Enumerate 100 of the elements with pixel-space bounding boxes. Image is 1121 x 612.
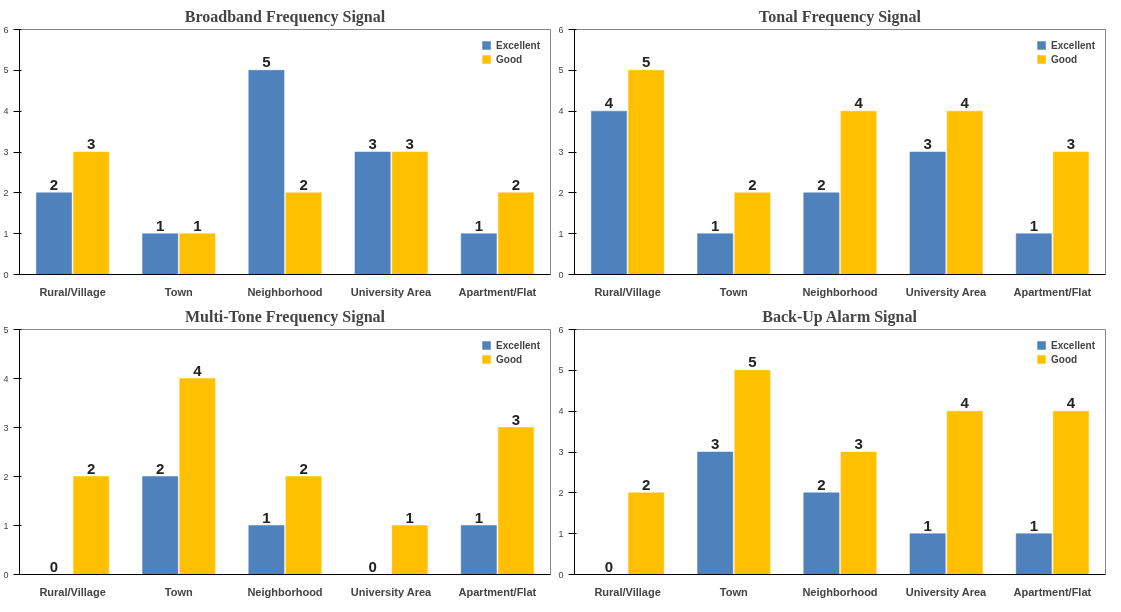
x-tick-label: Town (719, 285, 749, 298)
data-label: 1 (405, 508, 414, 526)
data-label: 2 (156, 459, 165, 477)
data-label: 1 (1029, 516, 1038, 534)
y-tick-label: 1 (558, 528, 564, 539)
bar (142, 476, 179, 575)
bar (460, 233, 497, 275)
y-tick-label: 4 (558, 406, 564, 417)
bar (1053, 410, 1089, 575)
bar (498, 192, 534, 275)
bar (36, 192, 72, 275)
y-tick-label: 2 (3, 471, 9, 482)
x-tick-label: Rural/Village (39, 585, 106, 598)
bar (285, 192, 322, 275)
y-tick-label: 3 (558, 147, 564, 157)
bar (734, 370, 771, 575)
data-label: 4 (960, 94, 970, 112)
bar (628, 70, 665, 275)
bar (248, 525, 285, 575)
legend-label: Excellent (1051, 39, 1095, 51)
bar (1015, 233, 1052, 275)
bar (498, 427, 534, 575)
bar (179, 378, 216, 575)
y-tick-label: 0 (558, 269, 564, 280)
bar (591, 110, 627, 275)
chart-title: Broadband Frequency Signal (184, 7, 386, 26)
data-label: 4 (1066, 394, 1076, 412)
x-tick-label: Apartment/Flat (1013, 585, 1092, 598)
data-label: 1 (923, 516, 932, 534)
legend-label: Good (1051, 53, 1078, 65)
bar (1053, 151, 1089, 275)
bar (354, 151, 391, 275)
y-tick-label: 0 (558, 569, 564, 580)
y-tick-label: 2 (558, 487, 564, 498)
y-tick-label: 5 (558, 365, 564, 376)
data-label: 4 (854, 94, 864, 112)
bar (946, 410, 983, 575)
data-label: 3 (854, 435, 863, 452)
data-label: 1 (156, 216, 165, 234)
x-tick-label: Neighborhood (802, 585, 878, 598)
y-tick-label: 0 (3, 569, 9, 580)
legend-label: Excellent (496, 39, 540, 51)
data-label: 1 (262, 508, 271, 526)
bar (909, 533, 946, 575)
bar (179, 233, 216, 275)
data-label: 2 (299, 459, 308, 477)
data-label: 2 (87, 459, 96, 477)
x-tick-label: Rural/Village (594, 285, 661, 298)
y-tick-label: 1 (3, 228, 9, 239)
bar (946, 110, 983, 275)
x-tick-label: Neighborhood (247, 285, 323, 298)
bar (460, 525, 497, 575)
bar (73, 151, 110, 275)
data-label: 0 (368, 557, 377, 575)
x-tick-label: University Area (350, 285, 433, 298)
x-tick-label: University Area (905, 585, 988, 598)
data-label: 4 (193, 361, 203, 379)
bar (248, 70, 285, 275)
x-tick-label: Apartment/Flat (1013, 285, 1092, 298)
data-label: 1 (474, 508, 483, 526)
legend-label: Excellent (1051, 339, 1095, 351)
bar (628, 492, 665, 575)
chart-title: Back-Up Alarm Signal (762, 307, 918, 326)
x-tick-label: Apartment/Flat (458, 285, 537, 298)
data-label: 2 (748, 175, 757, 193)
data-label: 2 (299, 175, 308, 193)
y-tick-label: 1 (558, 228, 564, 239)
y-tick-label: 5 (3, 65, 9, 76)
y-tick-label: 5 (3, 324, 9, 335)
x-tick-label: University Area (905, 285, 988, 298)
data-label: 3 (1066, 135, 1076, 152)
data-label: 2 (511, 175, 521, 193)
x-tick-label: Neighborhood (247, 585, 323, 598)
bar (73, 476, 110, 575)
bar (803, 492, 840, 575)
data-label: 5 (748, 353, 757, 371)
bar (391, 525, 428, 575)
data-label: 2 (642, 475, 651, 493)
bar (734, 192, 771, 275)
bar (803, 192, 840, 275)
data-label: 1 (711, 216, 720, 234)
data-label: 4 (960, 394, 970, 412)
y-tick-label: 4 (3, 106, 9, 117)
y-tick-label: 4 (3, 373, 9, 384)
data-label: 2 (49, 175, 59, 193)
data-label: 0 (49, 557, 59, 575)
bar (1015, 533, 1052, 575)
legend-label: Good (496, 353, 523, 365)
data-label: 3 (87, 135, 96, 152)
x-tick-label: Rural/Village (594, 585, 661, 598)
legend-label: Good (496, 53, 523, 65)
y-tick-label: 5 (558, 65, 564, 76)
bar (840, 451, 877, 575)
y-tick-label: 6 (558, 324, 564, 335)
y-tick-label: 2 (3, 187, 9, 198)
bar (285, 476, 322, 575)
bar (697, 233, 734, 275)
data-label: 3 (923, 135, 932, 152)
y-tick-label: 3 (3, 422, 9, 433)
data-label: 1 (193, 216, 202, 234)
